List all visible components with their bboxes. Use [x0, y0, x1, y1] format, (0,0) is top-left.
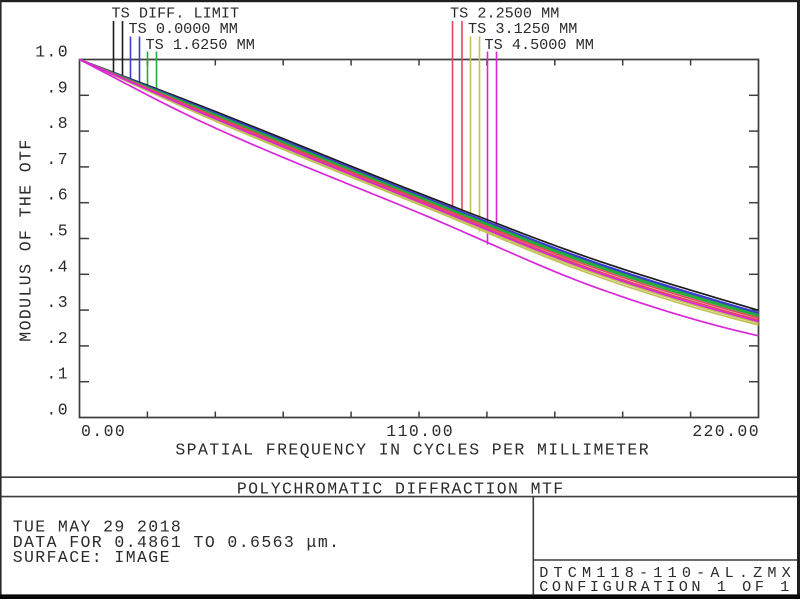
svg-text:.8: .8 — [46, 114, 69, 133]
svg-text:.0: .0 — [46, 401, 69, 420]
svg-text:.5: .5 — [46, 222, 69, 241]
svg-text:.2: .2 — [46, 329, 69, 348]
svg-text:.3: .3 — [46, 293, 69, 312]
svg-text:MODULUS OF THE OTF: MODULUS OF THE OTF — [17, 138, 36, 341]
svg-text:CONFIGURATION 1 OF 1: CONFIGURATION 1 OF 1 — [539, 578, 793, 596]
svg-text:TUE MAY 29 2018: TUE MAY 29 2018 — [13, 518, 183, 537]
svg-text:TS 3.1250 MM: TS 3.1250 MM — [468, 20, 577, 38]
svg-text:POLYCHROMATIC DIFFRACTION MTF: POLYCHROMATIC DIFFRACTION MTF — [237, 480, 565, 499]
svg-text:TS 1.6250 MM: TS 1.6250 MM — [146, 36, 255, 54]
svg-text:DTCM118-110-AL.ZMX: DTCM118-110-AL.ZMX — [539, 564, 796, 582]
svg-text:220.00: 220.00 — [692, 422, 760, 441]
svg-text:DATA FOR 0.4861 TO 0.6563 μm.: DATA FOR 0.4861 TO 0.6563 μm. — [13, 533, 341, 552]
svg-text:.1: .1 — [46, 365, 69, 384]
svg-text:.4: .4 — [46, 257, 69, 276]
svg-text:.7: .7 — [46, 150, 69, 169]
svg-text:110.00: 110.00 — [386, 422, 454, 441]
svg-text:SPATIAL FREQUENCY IN CYCLES PE: SPATIAL FREQUENCY IN CYCLES PER MILLIMET… — [175, 441, 650, 460]
svg-text:1.0: 1.0 — [35, 43, 69, 62]
svg-text:0.00: 0.00 — [81, 422, 126, 441]
svg-text:TS DIFF. LIMIT: TS DIFF. LIMIT — [112, 5, 240, 23]
svg-text:.9: .9 — [46, 78, 69, 97]
svg-text:.6: .6 — [46, 186, 69, 205]
svg-text:SURFACE: IMAGE: SURFACE: IMAGE — [13, 548, 171, 567]
svg-text:TS 2.2500 MM: TS 2.2500 MM — [450, 5, 559, 23]
svg-text:TS 0.0000 MM: TS 0.0000 MM — [129, 20, 238, 38]
svg-text:TS 4.5000 MM: TS 4.5000 MM — [485, 36, 594, 54]
